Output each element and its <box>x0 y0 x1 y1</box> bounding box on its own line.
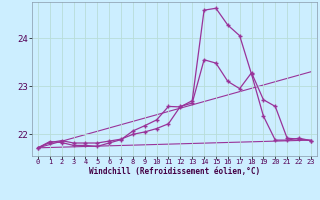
X-axis label: Windchill (Refroidissement éolien,°C): Windchill (Refroidissement éolien,°C) <box>89 167 260 176</box>
